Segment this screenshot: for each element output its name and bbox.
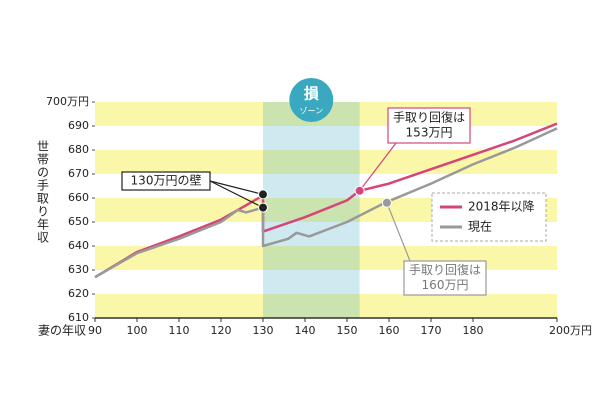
series-line [94,122,558,279]
callout-point [381,197,392,208]
x-tick-label: 130 [253,324,274,337]
x-tick-label: 160 [379,324,400,337]
y-tick-label: 670 [68,167,89,180]
callout-point [354,185,365,196]
x-tick-label: 100 [127,324,148,337]
series-line [94,127,558,279]
x-tick-label: 120 [211,324,232,337]
callout-box [403,260,487,296]
zone-label: 損 [304,85,320,103]
callout-text: 手取り回復は [393,110,465,125]
x-tick-label: 90 [88,324,102,337]
y-tick-label: 640 [68,239,89,252]
legend-box [431,192,547,242]
y-tick-label: 690 [68,119,89,132]
callout-text: 手取り回復は [409,262,481,277]
callout-line [209,180,264,209]
x-tick-label: 150 [337,324,358,337]
callout-line [359,142,397,192]
legend-label: 2018年以降 [468,200,535,214]
callout-line [209,180,264,195]
stripe [95,294,557,318]
x-tick-label: 110 [169,324,190,337]
callout-text: 153万円 [406,126,453,140]
y-tick-label: 630 [68,263,89,276]
callout-box [387,107,471,144]
callout-point [258,202,268,213]
y-tick-label: 650 [68,215,89,228]
x-tick-label: 140 [295,324,316,337]
y-tick-label: 680 [68,143,89,156]
zone-label: ゾーン [299,107,323,116]
y-tick-label: 620 [68,287,89,300]
x-tick-label: 200万円 [549,324,592,337]
y-tick-label: 610 [68,311,89,324]
zone [263,102,360,318]
y-axis-label: 世帯の手取り年収 [36,140,50,244]
callout-text: 160万円 [422,278,469,292]
callout-line [386,202,411,262]
x-tick-label: 170 [421,324,442,337]
y-tick-label: 700万円 [46,95,89,108]
callout-text: 130万円の壁 [131,173,202,188]
legend-label: 現在 [468,220,492,234]
callout-point [258,189,268,200]
y-tick-label: 660 [68,191,89,204]
x-tick-label: 180 [463,324,484,337]
callout-box [121,171,211,191]
x-axis-label: 妻の年収 [38,324,86,338]
zone-badge [289,78,334,122]
